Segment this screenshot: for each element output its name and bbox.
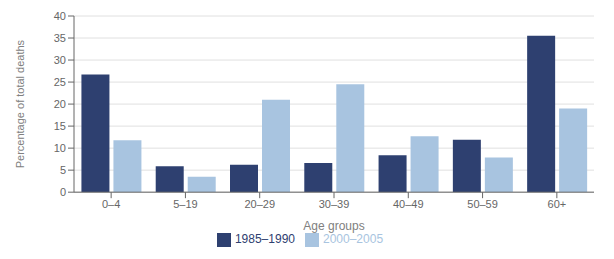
html-text:2000–2005: 2000–2005	[323, 232, 384, 247]
svg-text:10: 10	[54, 142, 66, 154]
svg-text:Age groups: Age groups	[303, 219, 364, 233]
svg-text:35: 35	[54, 32, 66, 44]
svg-text:20–29: 20–29	[244, 198, 275, 210]
svg-text:5–19: 5–19	[173, 198, 197, 210]
svg-text:5: 5	[60, 164, 66, 176]
svg-text:0: 0	[60, 186, 66, 198]
svg-text:50–59: 50–59	[467, 198, 498, 210]
svg-text:40: 40	[54, 10, 66, 22]
svg-text:Percentage of total deaths: Percentage of total deaths	[14, 39, 26, 168]
svg-text:20: 20	[54, 98, 66, 110]
svg-text:60+: 60+	[548, 198, 567, 210]
svg-text:30: 30	[54, 54, 66, 66]
svg-text:0–4: 0–4	[102, 198, 120, 210]
svg-text:30–39: 30–39	[319, 198, 350, 210]
svg-text:40–49: 40–49	[393, 198, 424, 210]
html-text:1985–1990: 1985–1990	[234, 232, 295, 247]
svg-text:25: 25	[54, 76, 66, 88]
svg-text:15: 15	[54, 120, 66, 132]
